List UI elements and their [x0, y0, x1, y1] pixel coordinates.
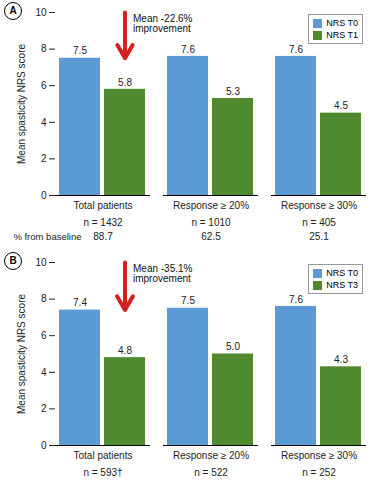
- svg-text:Total patients: Total patients: [74, 200, 133, 211]
- svg-text:7.4: 7.4: [73, 297, 87, 308]
- svg-text:7.5: 7.5: [73, 45, 87, 56]
- svg-text:10: 10: [35, 7, 47, 18]
- svg-text:8: 8: [41, 43, 47, 54]
- svg-text:n = 522: n = 522: [194, 467, 228, 478]
- svg-text:7.6: 7.6: [289, 294, 303, 305]
- svg-text:Mean spasticity NRS score: Mean spasticity NRS score: [16, 44, 27, 164]
- svg-text:% from baseline: % from baseline: [13, 231, 81, 242]
- svg-text:Total patients: Total patients: [74, 450, 133, 461]
- svg-text:Mean -35.1%improvement: Mean -35.1%improvement: [133, 263, 193, 284]
- svg-text:7.6: 7.6: [289, 44, 303, 55]
- svg-text:10: 10: [35, 257, 47, 268]
- html-text:NRS T1: NRS T1: [326, 30, 358, 40]
- svg-text:6: 6: [41, 80, 47, 91]
- svg-text:Response ≥ 30%: Response ≥ 30%: [281, 450, 357, 461]
- svg-text:8: 8: [41, 293, 47, 304]
- svg-text:2: 2: [41, 403, 47, 414]
- svg-text:4: 4: [41, 367, 47, 378]
- svg-text:n = 1010: n = 1010: [191, 217, 231, 228]
- svg-text:Response ≥ 30%: Response ≥ 30%: [281, 200, 357, 211]
- svg-text:Mean spasticity NRS score: Mean spasticity NRS score: [16, 294, 27, 414]
- svg-text:7.6: 7.6: [181, 44, 195, 55]
- svg-text:4.3: 4.3: [334, 354, 348, 365]
- svg-text:5.0: 5.0: [226, 341, 240, 352]
- svg-text:62.5: 62.5: [201, 231, 221, 242]
- html-text:A: A: [9, 5, 17, 16]
- svg-text:4.8: 4.8: [118, 345, 132, 356]
- svg-text:7.5: 7.5: [181, 295, 195, 306]
- svg-text:4.5: 4.5: [334, 100, 348, 111]
- svg-text:88.7: 88.7: [93, 231, 113, 242]
- svg-text:n = 1432: n = 1432: [83, 217, 123, 228]
- svg-text:2: 2: [41, 153, 47, 164]
- svg-text:5.8: 5.8: [118, 77, 132, 88]
- html-text:NRS T0: NRS T0: [326, 268, 358, 278]
- svg-text:4: 4: [41, 117, 47, 128]
- svg-text:Response ≥ 20%: Response ≥ 20%: [173, 450, 249, 461]
- svg-text:n = 593†: n = 593†: [83, 467, 122, 478]
- svg-text:25.1: 25.1: [309, 231, 329, 242]
- svg-text:Mean -22.6%improvement: Mean -22.6%improvement: [133, 13, 193, 34]
- svg-text:n = 405: n = 405: [302, 217, 336, 228]
- svg-text:n = 252: n = 252: [302, 467, 336, 478]
- svg-text:5.3: 5.3: [226, 86, 240, 97]
- html-text:NRS T3: NRS T3: [326, 280, 358, 290]
- html-text:NRS T0: NRS T0: [326, 18, 358, 28]
- svg-text:0: 0: [41, 440, 47, 451]
- html-text:B: B: [9, 255, 17, 266]
- svg-text:Response ≥ 20%: Response ≥ 20%: [173, 200, 249, 211]
- svg-text:6: 6: [41, 330, 47, 341]
- svg-text:0: 0: [41, 190, 47, 201]
